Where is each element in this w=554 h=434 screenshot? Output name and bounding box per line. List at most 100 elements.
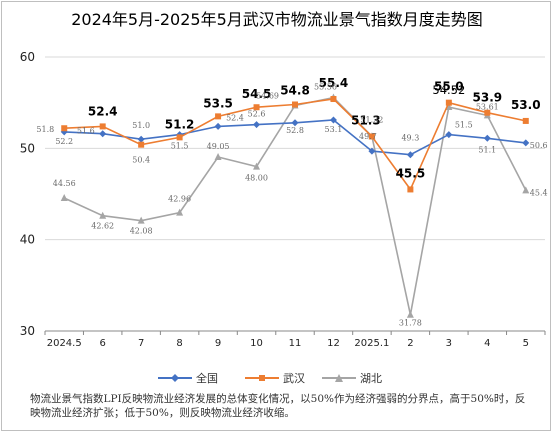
- data-label-wuhan: 50.4: [132, 156, 150, 165]
- legend-marker-wuhan: [245, 375, 279, 381]
- data-label-wuhan: 53.0: [511, 98, 541, 112]
- data-point: [330, 96, 337, 103]
- data-label-wuhan: 53.9: [473, 91, 503, 105]
- data-label-national: 51.5: [171, 142, 189, 151]
- data-point: [215, 113, 222, 120]
- data-label-hubei: 55.56: [314, 83, 337, 92]
- data-label-wuhan: 54.8: [280, 83, 310, 97]
- x-tick-label: 3: [446, 338, 452, 349]
- data-point: [99, 123, 106, 130]
- data-point: [291, 119, 299, 127]
- data-label-national: 51.6: [77, 127, 95, 136]
- data-point: [137, 135, 145, 143]
- data-label-wuhan: 53.5: [203, 96, 233, 110]
- data-point: [522, 139, 530, 147]
- data-label-national: 53.1: [325, 125, 343, 134]
- data-label-wuhan: 51.2: [165, 117, 195, 131]
- data-point: [99, 211, 107, 219]
- data-label-hubei: 51.32: [360, 115, 383, 124]
- data-point: [99, 130, 107, 138]
- data-point: [522, 117, 529, 124]
- data-point: [61, 125, 68, 132]
- legend-marker-national: [158, 374, 192, 382]
- data-point: [368, 147, 376, 155]
- chart-legend: 全国 武汉 湖北: [0, 370, 554, 386]
- data-point: [406, 310, 414, 318]
- data-label-hubei: 54.69: [256, 91, 279, 100]
- legend-label-hubei: 湖北: [360, 372, 382, 385]
- data-point: [368, 133, 375, 140]
- x-tick-label: 7: [138, 338, 144, 349]
- data-point: [484, 109, 491, 116]
- data-point: [445, 131, 453, 139]
- data-point: [522, 186, 530, 194]
- data-label-hubei: 53.61: [476, 102, 499, 111]
- data-label-hubei: 42.96: [168, 195, 191, 204]
- data-point: [138, 141, 145, 148]
- data-point: [253, 162, 261, 170]
- y-tick-label: 40: [20, 233, 35, 247]
- data-label-national: 50.6: [530, 141, 548, 150]
- x-tick-label: 2025.1: [354, 338, 389, 349]
- data-label-wuhan: 54.5: [242, 87, 272, 101]
- series-line-1: [64, 98, 526, 191]
- data-label-national: 51.5: [455, 121, 473, 130]
- data-label-hubei: 42.62: [91, 222, 114, 231]
- data-label-national: 51.1: [478, 145, 496, 154]
- data-point: [292, 101, 298, 108]
- data-label-national: 51.8: [36, 125, 54, 134]
- data-point: [483, 134, 491, 142]
- y-tick-label: 30: [20, 324, 35, 338]
- data-label-wuhan: 45.5: [396, 166, 426, 180]
- x-tick-label: 12: [327, 338, 340, 349]
- x-tick-label: 11: [289, 338, 302, 349]
- data-label-hubei: 44.56: [53, 179, 76, 188]
- data-label-wuhan: 55.4: [319, 76, 349, 90]
- data-label-wuhan: 55.0: [434, 80, 464, 94]
- data-point: [407, 186, 414, 193]
- data-point: [445, 99, 452, 106]
- data-label-national: 52.8: [286, 126, 304, 135]
- x-tick-label: 2: [407, 338, 413, 349]
- data-label-wuhan: 52.4: [88, 104, 118, 118]
- data-label-hubei: 49.05: [207, 142, 230, 151]
- x-tick-label: 10: [250, 338, 263, 349]
- x-tick-label: 4: [484, 338, 490, 349]
- data-point: [176, 134, 183, 141]
- data-label-hubei: 42.08: [130, 227, 153, 236]
- data-point: [406, 151, 414, 159]
- data-label-national: 49.7: [359, 132, 377, 141]
- data-point: [253, 104, 260, 111]
- data-label-national: 49.3: [401, 134, 419, 143]
- data-label-wuhan: 51.3: [351, 113, 381, 127]
- data-label-national: 52.6: [248, 110, 266, 119]
- data-point: [214, 122, 222, 130]
- x-tick-label: 8: [176, 338, 182, 349]
- x-tick-label: 2024.5: [47, 338, 82, 349]
- x-tick-label: 5: [523, 338, 529, 349]
- y-tick-label: 60: [20, 50, 35, 64]
- data-label-hubei: 31.78: [399, 319, 422, 328]
- data-point: [253, 121, 261, 129]
- data-label-hubei: 54.52: [432, 83, 465, 97]
- data-label-national: 51.0: [132, 121, 150, 130]
- data-label-wuhan: 52.2: [55, 137, 73, 146]
- y-tick-label: 50: [20, 141, 35, 155]
- data-point: [60, 194, 68, 202]
- data-label-national: 52.4: [226, 113, 244, 122]
- legend-marker-hubei: [322, 374, 356, 382]
- x-tick-label: 6: [100, 338, 106, 349]
- data-point: [214, 153, 222, 161]
- chart-title: 2024年5月-2025年5月武汉市物流业景气指数月度走势图: [71, 10, 483, 29]
- data-point: [176, 208, 184, 216]
- legend-label-national: 全国: [196, 372, 218, 385]
- chart-note: 物流业景气指数LPI反映物流业经济发展的总体变化情况，以50%作为经济强弱的分界…: [30, 393, 526, 419]
- data-label-hubei: 45.4: [530, 188, 548, 197]
- data-point: [137, 216, 145, 224]
- data-label-hubei: 48.00: [245, 174, 268, 183]
- legend-label-wuhan: 武汉: [283, 372, 305, 385]
- data-point: [329, 116, 337, 124]
- x-tick-label: 9: [215, 338, 221, 349]
